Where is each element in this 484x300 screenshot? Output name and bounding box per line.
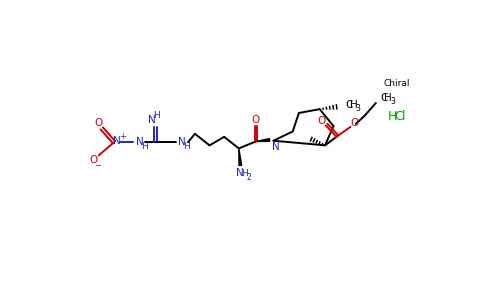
Text: H: H	[388, 110, 397, 123]
Text: C: C	[394, 110, 403, 123]
Text: +: +	[119, 132, 126, 141]
Text: O: O	[252, 115, 260, 125]
Text: H: H	[349, 100, 357, 110]
Text: H: H	[141, 142, 148, 151]
Text: O: O	[350, 118, 359, 128]
Text: N: N	[272, 142, 280, 152]
Text: 3: 3	[356, 104, 361, 113]
Text: C: C	[380, 93, 387, 103]
Text: l: l	[402, 110, 405, 123]
Text: N: N	[237, 168, 244, 178]
Text: H: H	[384, 93, 392, 103]
Text: O: O	[317, 116, 325, 126]
Text: 2: 2	[246, 173, 251, 182]
Text: 3: 3	[391, 97, 395, 106]
Text: O: O	[94, 118, 103, 128]
Text: N: N	[113, 136, 121, 146]
Text: N: N	[178, 137, 186, 147]
Text: H: H	[183, 142, 190, 151]
Text: N: N	[136, 137, 143, 147]
Polygon shape	[239, 148, 242, 166]
Polygon shape	[256, 139, 270, 142]
Text: O: O	[89, 155, 97, 165]
Text: −: −	[94, 161, 102, 170]
Text: H: H	[153, 111, 160, 120]
Text: C: C	[345, 100, 353, 110]
Text: N: N	[148, 115, 156, 125]
Text: H: H	[242, 169, 248, 178]
Text: Chiral: Chiral	[383, 79, 410, 88]
